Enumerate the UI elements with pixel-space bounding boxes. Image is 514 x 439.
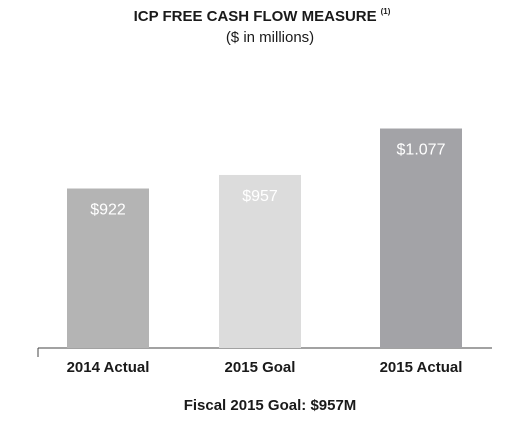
x-tick-label: 2015 Goal (225, 359, 296, 376)
footnote-text: Fiscal 2015 Goal: (184, 397, 307, 414)
chart-subtitle: ($ in millions) (226, 29, 314, 46)
x-tick-label: 2015 Actual (380, 359, 463, 376)
title-text: ICP FREE CASH FLOW MEASURE (134, 8, 377, 25)
bar (219, 174, 301, 348)
bar (380, 128, 462, 348)
chart-title: ICP FREE CASH FLOW MEASURE (1) (134, 7, 391, 25)
footnote-value: $957M (310, 397, 356, 414)
data-label: $957 (242, 188, 278, 205)
data-label: $922 (90, 202, 126, 219)
footnote: Fiscal 2015 Goal: $957M (184, 397, 357, 414)
x-tick-label: 2014 Actual (67, 359, 150, 376)
title-note: (1) (381, 7, 391, 16)
bar (67, 188, 149, 348)
data-label: $1.077 (397, 142, 446, 159)
